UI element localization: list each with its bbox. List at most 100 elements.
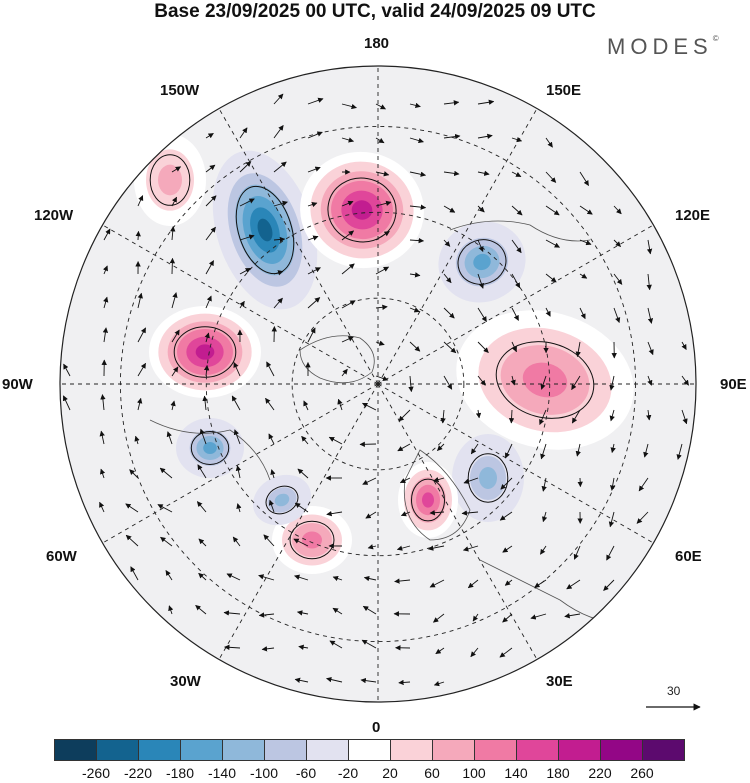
anomaly-negative (212, 150, 318, 310)
wind-arrow (511, 205, 523, 216)
wind-arrow (239, 300, 245, 309)
wind-arrow (170, 226, 176, 241)
wind-arrow (125, 534, 139, 547)
wind-arrow (477, 205, 485, 213)
wind-arrow (409, 102, 421, 109)
wind-arrow (332, 575, 343, 582)
wind-arrow (375, 266, 390, 275)
wind-arrow (231, 395, 241, 411)
wind-arrow (638, 477, 649, 492)
wind-arrow (273, 93, 284, 105)
colorbar (54, 739, 685, 761)
wind-arrow (681, 375, 689, 386)
wind-arrow (477, 99, 495, 105)
wind-arrow (500, 477, 513, 490)
wind-arrow (307, 327, 316, 343)
anomaly-negative (252, 474, 312, 526)
colorbar-swatch (474, 739, 517, 761)
wind-arrow (307, 166, 321, 173)
colorbar-swatch (432, 739, 475, 761)
wind-arrow (103, 296, 109, 309)
wind-arrow (362, 402, 377, 411)
wind-arrow (273, 200, 288, 207)
wind-arrow (613, 307, 621, 324)
wind-arrow (205, 226, 216, 241)
wind-arrow (198, 538, 207, 547)
wind-arrow (545, 205, 560, 216)
wind-vectors (62, 93, 689, 687)
wind-arrow (63, 363, 71, 377)
wind-arrow (341, 103, 357, 110)
contour-line (495, 341, 595, 419)
wind-arrow (499, 511, 513, 521)
wind-arrow (399, 477, 411, 484)
wind-arrow (224, 644, 241, 651)
wind-arrow (606, 545, 615, 561)
wind-arrow (511, 273, 521, 289)
wind-arrow (99, 430, 105, 445)
wind-arrow (130, 566, 139, 581)
wind-arrow (510, 375, 516, 386)
wind-arrow (328, 436, 343, 445)
contour-line (289, 520, 335, 560)
wind-arrow (294, 574, 309, 581)
wind-arrow (205, 260, 214, 275)
wind-arrow (647, 375, 653, 386)
wind-arrow (258, 612, 275, 618)
colorbar-swatch (180, 739, 223, 761)
wind-arrow (571, 409, 581, 424)
wind-arrow (235, 465, 242, 479)
wind-arrow (534, 579, 547, 588)
colorbar-tick-label: 180 (546, 765, 570, 781)
colorbar-swatch (642, 739, 685, 761)
wind-arrow (307, 235, 319, 241)
contour-line (411, 478, 445, 522)
lon-label-150w: 150W (160, 82, 200, 99)
wind-arrow (205, 195, 217, 207)
wind-arrow (645, 409, 652, 421)
wind-arrow (443, 100, 460, 106)
meridian-line (102, 224, 379, 385)
colorbar-tick-label: -20 (337, 765, 359, 781)
wind-arrow (477, 133, 493, 140)
contour-line (467, 453, 509, 503)
wind-arrow (99, 468, 106, 479)
wind-arrow (170, 400, 176, 411)
wind-arrow (613, 239, 621, 247)
wind-arrow (341, 263, 355, 275)
wind-arrow (676, 443, 683, 460)
contour-line (457, 239, 507, 285)
wind-arrow (475, 409, 482, 419)
wind-arrow (205, 164, 216, 173)
wind-arrow (646, 239, 653, 255)
wind-arrow (443, 307, 455, 319)
anomaly-negative (452, 434, 524, 522)
wind-arrow (443, 273, 452, 284)
wind-arrow (273, 124, 284, 139)
colorbar-tick-label: -220 (123, 765, 153, 781)
wind-arrow (297, 468, 309, 479)
siberia-coast (449, 220, 591, 242)
brand-mark: © (712, 34, 719, 43)
meridian-line (377, 383, 654, 544)
colorbar-tick-label: 100 (462, 765, 486, 781)
lon-label-30e: 30E (546, 673, 573, 690)
wind-arrow (545, 307, 551, 317)
wind-arrow (195, 604, 207, 615)
colorbar-swatch (264, 739, 307, 761)
wind-arrow (232, 536, 241, 547)
wind-arrow (62, 395, 71, 411)
wind-arrow (613, 273, 623, 285)
anomaly-contour (274, 493, 290, 507)
wind-arrow (100, 394, 106, 411)
map-title: Base 23/09/2025 00 UTC, valid 24/09/2025… (154, 1, 596, 22)
wind-arrow (579, 273, 588, 279)
wind-arrow (307, 201, 318, 208)
wind-arrow (157, 504, 173, 513)
colorbar-swatch (306, 739, 349, 761)
colorbar-tick-label: 20 (382, 765, 398, 781)
wind-arrow (609, 375, 615, 391)
wind-arrow (440, 409, 446, 424)
wind-arrow (294, 677, 309, 683)
